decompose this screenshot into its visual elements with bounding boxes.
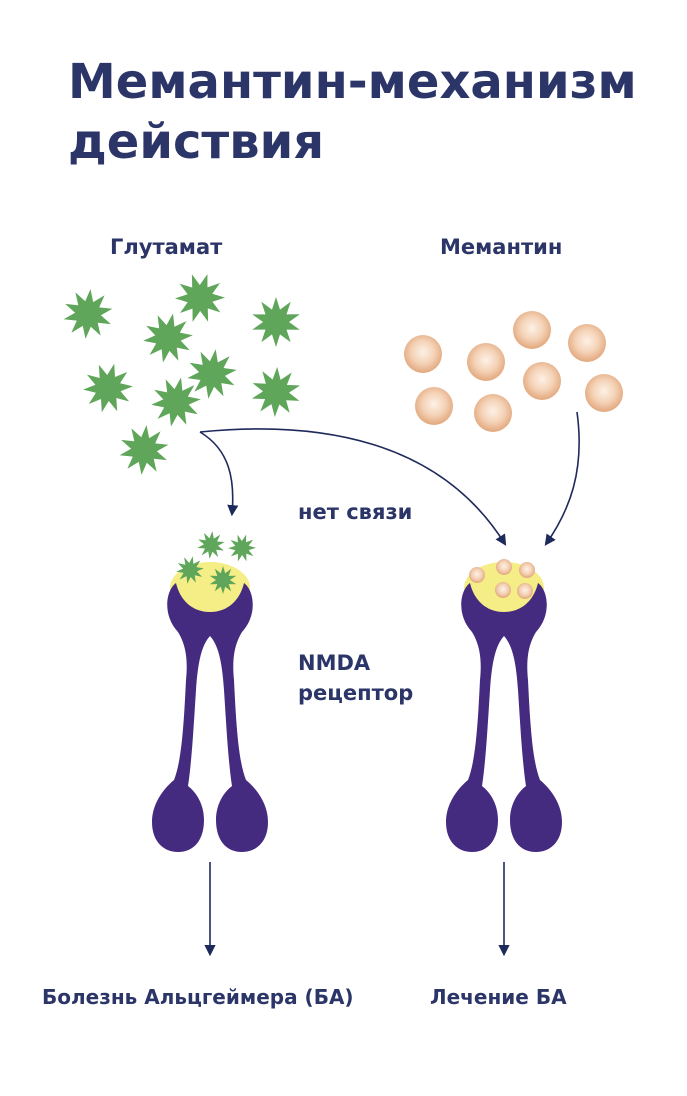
bound-glutamate — [176, 531, 256, 594]
memantine-ball-icon — [517, 583, 533, 599]
memantine-ball-icon — [568, 324, 606, 362]
glutamate-star-icon — [197, 531, 225, 559]
arrow-glutamate-to-left-receptor — [199, 431, 239, 517]
memantine-ball-icon — [496, 559, 512, 575]
glutamate-star-icon — [63, 289, 113, 339]
memantine-ball-icon — [495, 582, 511, 598]
treatment-outcome-label: Лечение БА — [430, 985, 567, 1009]
glutamate-label: Глутамат — [110, 235, 223, 259]
memantine-ball-icon — [467, 343, 505, 381]
nmda-label-line2: рецептор — [298, 681, 414, 705]
memantine-ball-icon — [523, 362, 561, 400]
alzheimer-outcome-label: Болезнь Альцгеймера (БА) — [42, 985, 354, 1009]
nmda-receptor-left-icon — [152, 562, 268, 852]
glutamate-star-icon — [252, 297, 300, 347]
memantine-cluster — [404, 311, 623, 432]
memantine-ball-icon — [404, 335, 442, 373]
bound-memantine — [469, 559, 535, 599]
glutamate-star-icon — [175, 274, 225, 322]
memantine-ball-icon — [415, 387, 453, 425]
memantine-ball-icon — [469, 567, 485, 583]
glutamate-star-icon — [176, 556, 204, 584]
glutamate-star-icon — [187, 349, 237, 399]
glutamate-star-icon — [228, 534, 256, 562]
glutamate-star-icon — [251, 367, 301, 417]
memantine-ball-icon — [474, 394, 512, 432]
memantine-ball-icon — [519, 562, 535, 578]
memantine-label: Мемантин — [440, 235, 563, 259]
memantine-ball-icon — [513, 311, 551, 349]
glutamate-star-icon — [119, 425, 169, 475]
arrow-memantine-to-right-receptor — [544, 411, 580, 546]
glutamate-cluster — [63, 274, 301, 475]
glutamate-star-icon — [143, 313, 193, 363]
nmda-receptor-right-icon — [446, 562, 562, 852]
nmda-label-line1: NMDA — [298, 651, 371, 675]
arrow-glutamate-to-right-receptor — [199, 428, 507, 546]
glutamate-star-icon — [209, 566, 237, 594]
page-title: Мемантин-механизм действия — [68, 54, 637, 170]
no-binding-label: нет связи — [298, 500, 413, 524]
glutamate-star-icon — [151, 377, 201, 427]
memantine-ball-icon — [585, 374, 623, 412]
glutamate-star-icon — [83, 363, 133, 413]
